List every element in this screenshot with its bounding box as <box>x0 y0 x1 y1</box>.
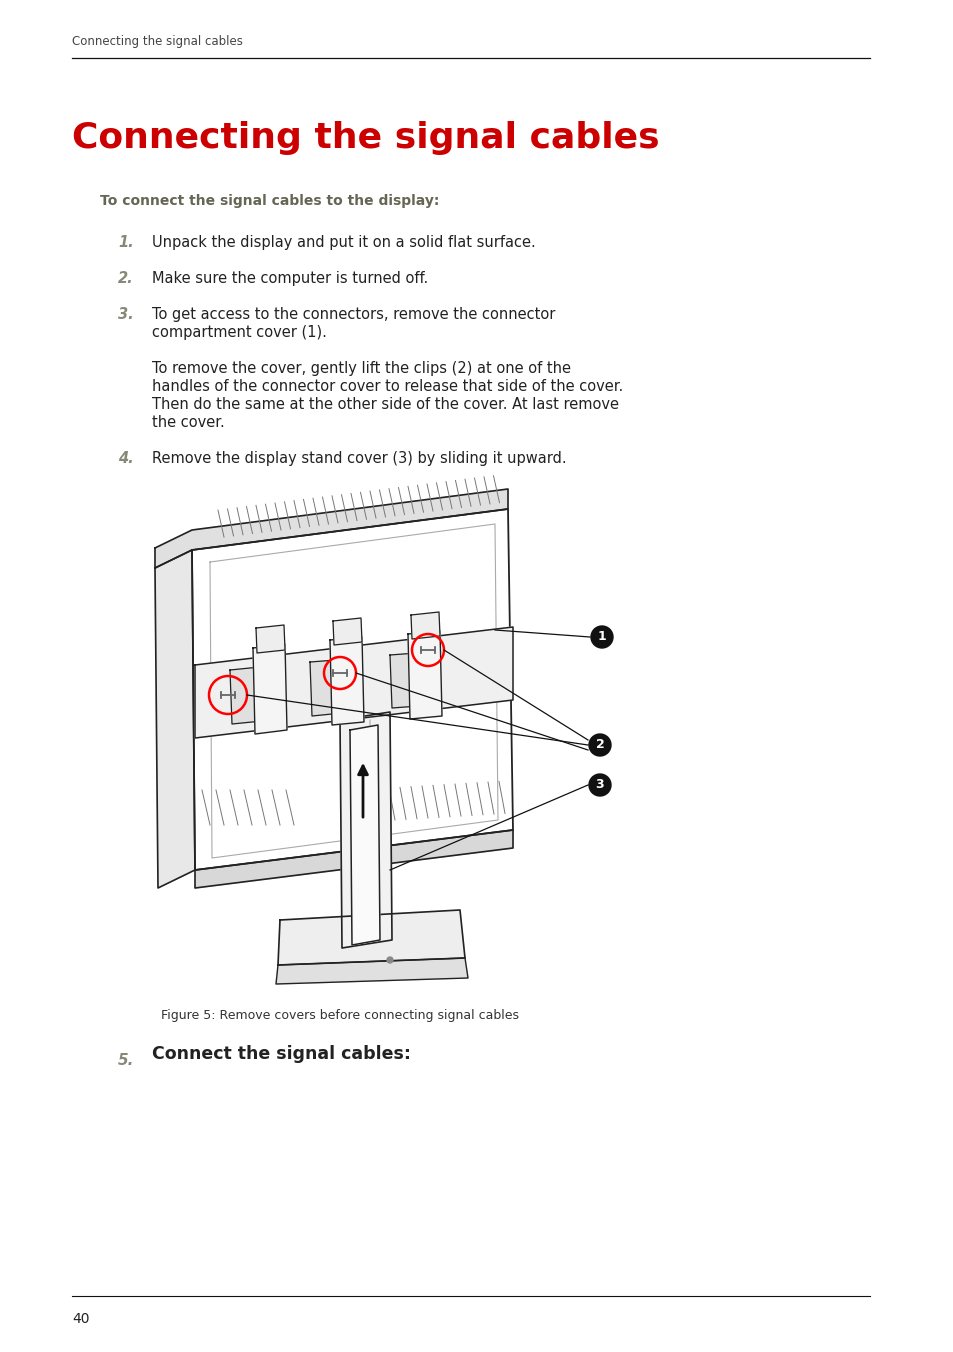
Text: Make sure the computer is turned off.: Make sure the computer is turned off. <box>152 270 428 287</box>
Text: 3.: 3. <box>118 307 133 322</box>
Text: handles of the connector cover to release that side of the cover.: handles of the connector cover to releas… <box>152 379 622 393</box>
Text: Remove the display stand cover (3) by sliding it upward.: Remove the display stand cover (3) by sl… <box>152 452 566 466</box>
Text: Connecting the signal cables: Connecting the signal cables <box>71 120 659 155</box>
Polygon shape <box>230 667 272 725</box>
Text: Connect the signal cables:: Connect the signal cables: <box>152 1045 411 1063</box>
Text: Connecting the signal cables: Connecting the signal cables <box>71 35 243 49</box>
Polygon shape <box>275 959 468 984</box>
Polygon shape <box>350 725 379 945</box>
Polygon shape <box>390 652 432 708</box>
Polygon shape <box>408 631 441 719</box>
Polygon shape <box>330 637 364 725</box>
Text: Unpack the display and put it on a solid flat surface.: Unpack the display and put it on a solid… <box>152 235 536 250</box>
Text: 4.: 4. <box>118 452 133 466</box>
Text: To remove the cover, gently lift the clips (2) at one of the: To remove the cover, gently lift the cli… <box>152 361 571 376</box>
Polygon shape <box>277 910 464 965</box>
Text: 40: 40 <box>71 1311 90 1326</box>
Text: 1.: 1. <box>118 235 133 250</box>
Circle shape <box>590 626 613 648</box>
Polygon shape <box>253 644 287 734</box>
Text: To connect the signal cables to the display:: To connect the signal cables to the disp… <box>100 193 439 208</box>
Polygon shape <box>194 830 513 888</box>
Text: 2.: 2. <box>118 270 133 287</box>
Polygon shape <box>339 713 392 948</box>
Text: the cover.: the cover. <box>152 415 225 430</box>
Circle shape <box>387 957 393 963</box>
Polygon shape <box>333 618 361 645</box>
Polygon shape <box>154 489 507 568</box>
Text: Then do the same at the other side of the cover. At last remove: Then do the same at the other side of th… <box>152 397 618 412</box>
Circle shape <box>588 734 610 756</box>
Text: 3: 3 <box>595 779 603 791</box>
Polygon shape <box>255 625 285 653</box>
Polygon shape <box>411 612 439 639</box>
Text: compartment cover (1).: compartment cover (1). <box>152 324 327 339</box>
Text: 2: 2 <box>595 738 604 752</box>
Circle shape <box>588 773 610 796</box>
Text: Figure 5: Remove covers before connecting signal cables: Figure 5: Remove covers before connectin… <box>161 1009 518 1022</box>
Polygon shape <box>154 550 194 888</box>
Polygon shape <box>310 658 352 717</box>
Text: 5.: 5. <box>118 1053 134 1068</box>
Text: To get access to the connectors, remove the connector: To get access to the connectors, remove … <box>152 307 555 322</box>
Polygon shape <box>194 627 513 738</box>
Polygon shape <box>192 508 513 869</box>
Text: 1: 1 <box>597 630 606 644</box>
